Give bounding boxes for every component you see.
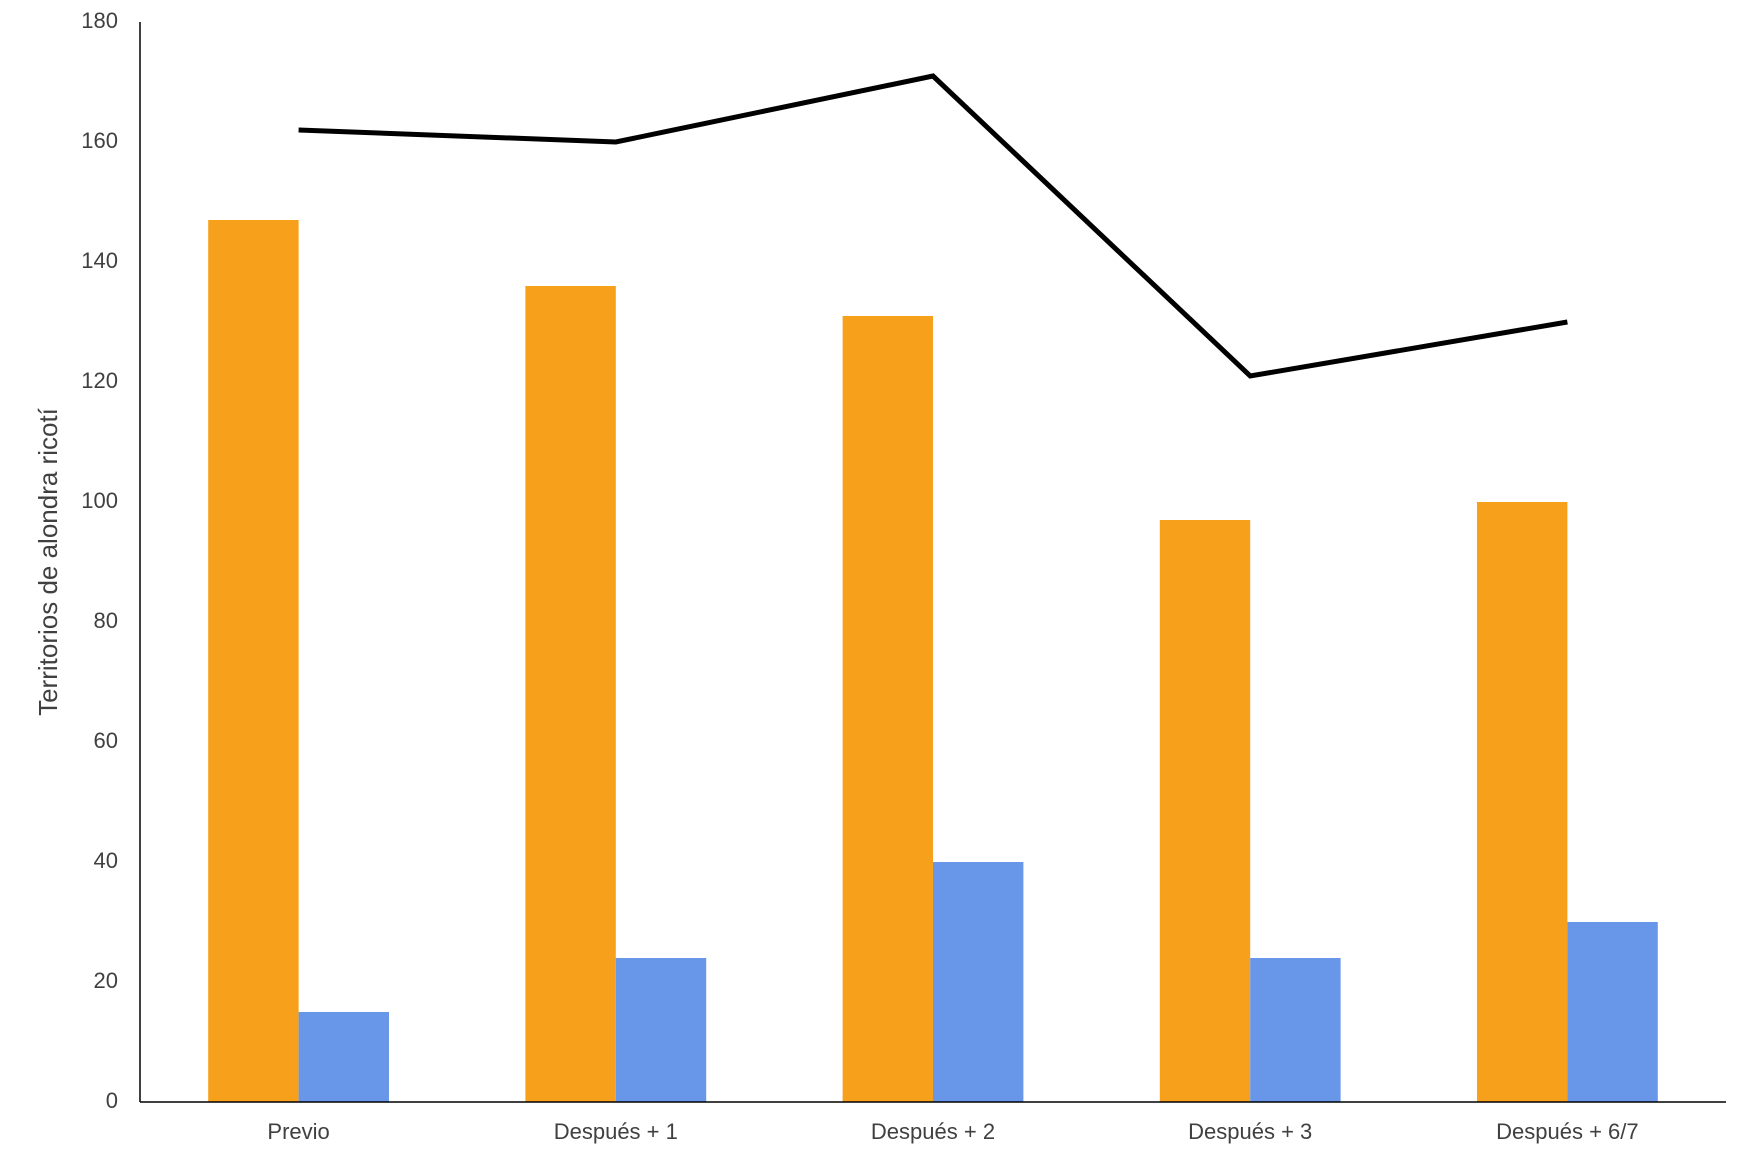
y-axis-title: Territorios de alondra ricotí: [33, 407, 63, 716]
y-tick-label: 80: [94, 608, 118, 633]
y-tick-label: 120: [81, 368, 118, 393]
x-tick-label: Después + 1: [554, 1119, 678, 1144]
line-series: [298, 73, 1568, 379]
x-tick-label: Después + 3: [1188, 1119, 1312, 1144]
bar: [1250, 958, 1341, 1102]
bar: [842, 316, 933, 1102]
y-tick-label: 140: [81, 248, 118, 273]
y-tick-label: 100: [81, 488, 118, 513]
bar: [208, 220, 299, 1102]
x-tick-label: Después + 2: [871, 1119, 995, 1144]
bar: [615, 958, 707, 1102]
y-tick-label: 180: [81, 8, 118, 33]
y-tick-label: 0: [106, 1088, 118, 1113]
bar: [298, 1012, 390, 1102]
bar: [933, 862, 1024, 1102]
y-tick-label: 60: [94, 728, 118, 753]
x-tick-label: Previo: [267, 1119, 329, 1144]
bar: [1159, 520, 1251, 1102]
bar: [525, 286, 616, 1102]
y-tick-label: 160: [81, 128, 118, 153]
x-tick-label: Después + 6/7: [1496, 1119, 1638, 1144]
y-tick-label: 40: [94, 848, 118, 873]
y-tick-label: 20: [94, 968, 118, 993]
bar: [1567, 922, 1658, 1102]
bar: [1476, 502, 1568, 1102]
